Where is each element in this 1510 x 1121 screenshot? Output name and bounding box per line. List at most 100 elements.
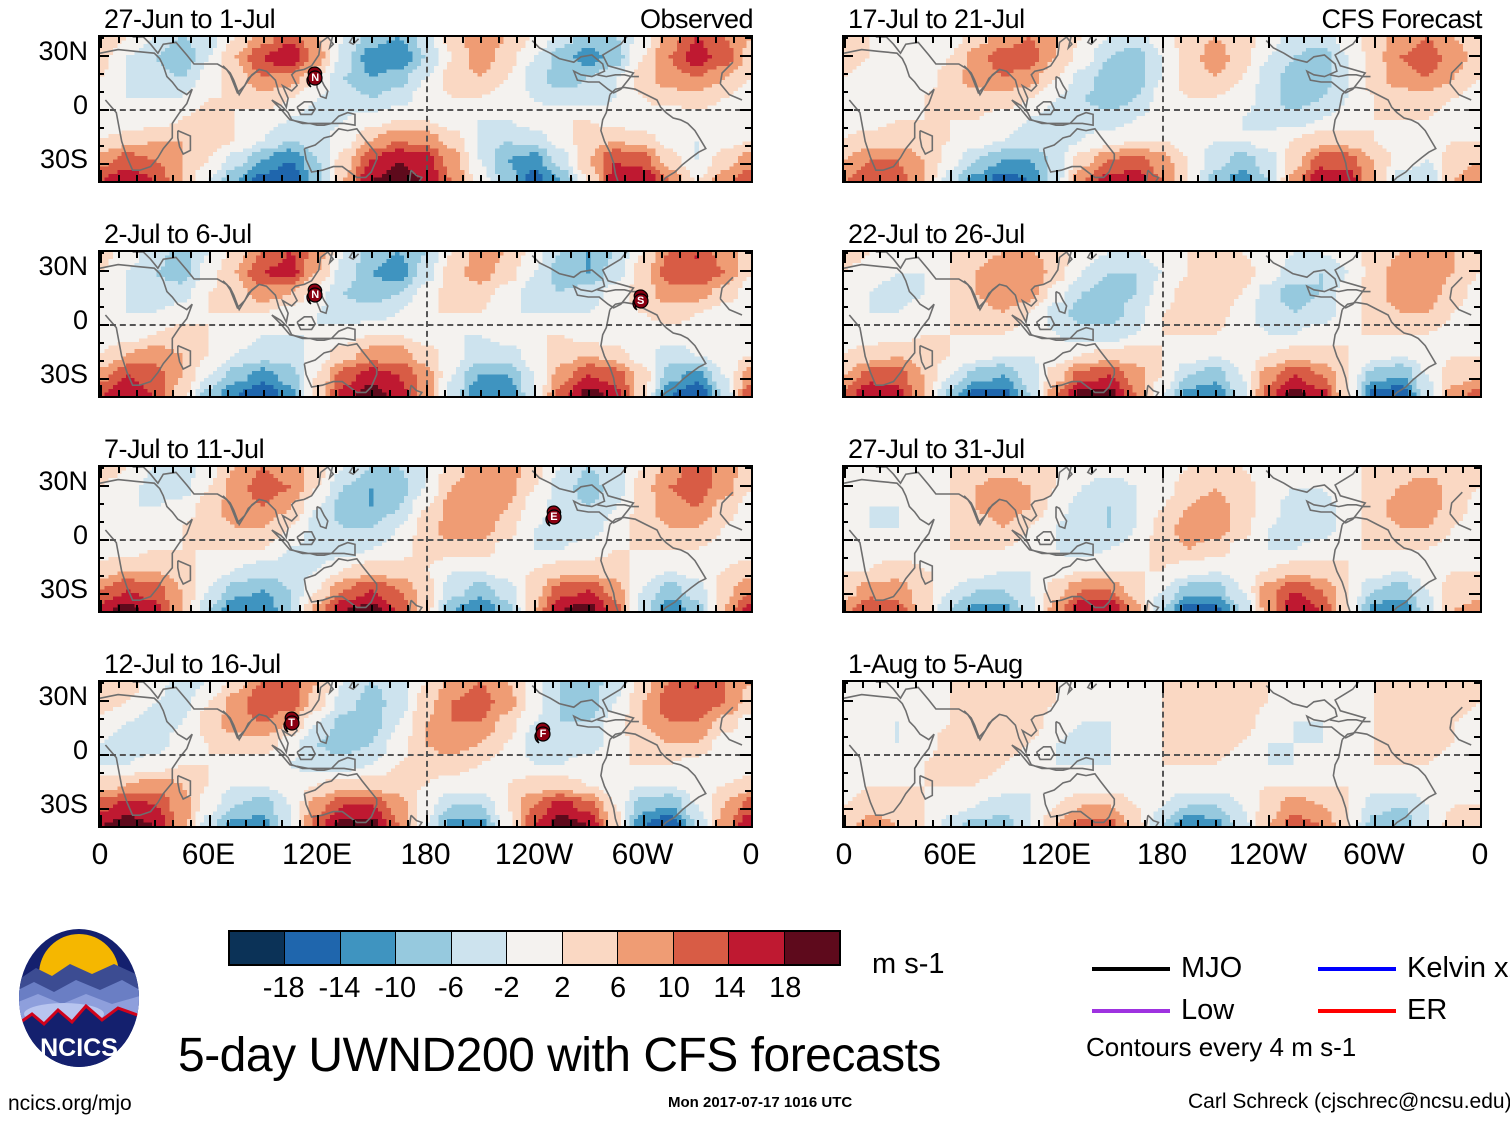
- storm-marker-e-0[interactable]: E: [543, 504, 565, 530]
- axis-tick: [118, 252, 121, 258]
- axis-tick: [696, 820, 699, 826]
- axis-tick: [842, 270, 853, 272]
- map-panel-right-0[interactable]: [842, 35, 1482, 183]
- axis-tick: [745, 682, 751, 684]
- axis-tick: [1020, 467, 1023, 473]
- site-url[interactable]: ncics.org/mjo: [8, 1092, 132, 1116]
- axis-tick: [1474, 145, 1480, 147]
- axis-tick: [967, 605, 970, 611]
- axis-tick: [1469, 754, 1480, 756]
- axis-tick: [98, 772, 104, 774]
- axis-tick: [98, 91, 104, 93]
- storm-marker-n-0[interactable]: N: [304, 282, 326, 308]
- axis-tick: [371, 37, 374, 43]
- axis-tick: [98, 109, 109, 111]
- storm-marker-t-0[interactable]: T: [281, 710, 303, 736]
- storm-marker-n-0[interactable]: N: [304, 65, 326, 91]
- colorbar-segment-6: [562, 932, 619, 964]
- axis-tick: [1480, 682, 1482, 693]
- axis-tick: [914, 390, 917, 396]
- axis-tick: [1469, 55, 1480, 57]
- axis-tick: [98, 808, 109, 810]
- axis-tick: [335, 605, 338, 611]
- axis-tick: [740, 55, 751, 57]
- panel-title-left-0: 27-Jun to 1-Jul: [104, 4, 276, 35]
- axis-tick: [660, 605, 663, 611]
- axis-tick: [136, 682, 139, 688]
- axis-tick: [1250, 682, 1253, 688]
- axis-tick: [280, 175, 283, 181]
- axis-tick: [732, 390, 735, 396]
- axis-tick: [208, 37, 211, 48]
- axis-tick: [280, 37, 283, 43]
- axis-tick: [1321, 467, 1323, 473]
- axis-tick: [1056, 467, 1058, 478]
- axis-tick: [100, 170, 102, 181]
- legend-label-kelvin: Kelvin x2: [1407, 952, 1510, 985]
- axis-tick: [1250, 467, 1253, 473]
- axis-tick: [371, 252, 374, 258]
- axis-tick: [98, 826, 104, 828]
- map-panel-right-2[interactable]: [842, 465, 1482, 613]
- axis-tick: [100, 252, 102, 263]
- axis-tick: [154, 820, 157, 826]
- axis-tick: [1444, 682, 1447, 688]
- map-panel-right-3[interactable]: [842, 680, 1482, 828]
- axis-tick: [389, 252, 392, 258]
- axis-tick: [1391, 605, 1394, 611]
- map-panel-right-1[interactable]: [842, 250, 1482, 398]
- axis-tick: [425, 815, 428, 826]
- axis-tick: [208, 815, 211, 826]
- axis-tick: [844, 385, 846, 396]
- axis-tick: [98, 611, 104, 613]
- axis-tick: [244, 175, 247, 181]
- axis-tick: [479, 820, 482, 826]
- axis-tick: [353, 37, 356, 43]
- axis-tick: [967, 682, 970, 688]
- axis-tick: [642, 37, 645, 48]
- axis-tick: [678, 467, 681, 473]
- axis-tick: [751, 467, 753, 478]
- map-panel-left-0[interactable]: N: [98, 35, 753, 183]
- axis-tick: [1232, 390, 1235, 396]
- axis-tick: [1474, 611, 1480, 613]
- panel-title-right-0: 17-Jul to 21-Jul: [848, 4, 1025, 35]
- axis-tick: [98, 306, 104, 308]
- axis-tick: [861, 682, 864, 688]
- axis-tick: [136, 37, 139, 43]
- colorbar-tick-neg18: -18: [263, 972, 305, 1005]
- legend-item-low: Low: [1092, 994, 1234, 1027]
- panel-title-left-2: 7-Jul to 11-Jul: [104, 434, 265, 465]
- axis-tick: [660, 175, 663, 181]
- y-tick-label-30n-left-0: 30N: [6, 36, 88, 67]
- storm-marker-label: T: [281, 710, 303, 736]
- axis-tick: [1303, 682, 1306, 688]
- axis-tick: [1462, 390, 1465, 396]
- axis-tick: [335, 252, 338, 258]
- axis-tick: [1427, 820, 1429, 826]
- axis-tick: [1268, 815, 1270, 826]
- axis-tick: [842, 521, 848, 523]
- axis-tick: [1469, 485, 1480, 487]
- axis-tick: [842, 252, 848, 254]
- axis-tick: [1480, 815, 1482, 826]
- axis-tick: [479, 605, 482, 611]
- axis-tick: [842, 467, 848, 469]
- storm-marker-s-1[interactable]: S: [630, 288, 652, 314]
- axis-tick: [208, 170, 211, 181]
- axis-tick: [624, 37, 627, 43]
- axis-tick: [842, 754, 853, 756]
- storm-marker-f-1[interactable]: F: [532, 721, 554, 747]
- axis-tick: [861, 175, 864, 181]
- axis-tick: [732, 820, 735, 826]
- axis-tick: [425, 252, 428, 263]
- axis-tick: [745, 826, 751, 828]
- axis-tick: [100, 600, 102, 611]
- axis-tick: [1474, 306, 1480, 308]
- axis-tick: [244, 682, 247, 688]
- map-panel-left-2[interactable]: E: [98, 465, 753, 613]
- axis-tick: [1321, 820, 1323, 826]
- axis-tick: [98, 503, 104, 505]
